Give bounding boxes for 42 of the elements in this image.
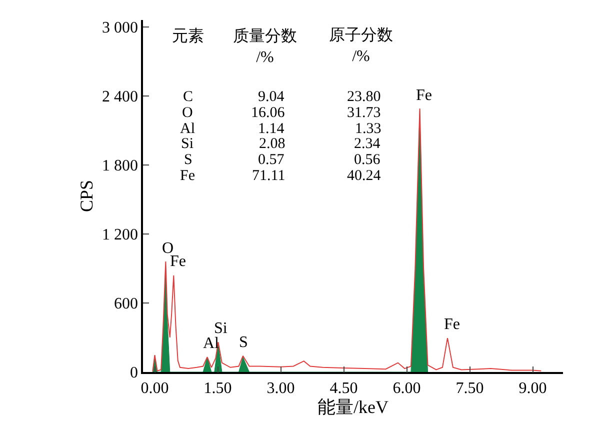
y-tick-label: 1 800 [102, 158, 138, 175]
annotation: 0.57 [258, 152, 285, 168]
x-tick-label: 9.00 [518, 380, 547, 397]
x-tick-label: 3.00 [266, 380, 295, 397]
annotation: 元素 [172, 27, 204, 45]
y-tick-label: 3 000 [102, 20, 138, 36]
annotation: C [183, 89, 194, 105]
x-tick-label: 6.00 [392, 380, 421, 397]
y-tick-label: 1 200 [102, 226, 138, 244]
annotation: 40.24 [347, 168, 382, 184]
annotation: Al [180, 121, 195, 137]
annotation: Fe [416, 87, 432, 104]
annotation: 31.73 [347, 105, 381, 121]
annotation: S [184, 152, 192, 168]
annotation: 16.06 [251, 105, 286, 121]
annotation: 质量分数 /% [233, 27, 297, 66]
annotation: 23.80 [347, 89, 381, 105]
line-series [152, 108, 542, 372]
annotation: 1.14 [258, 121, 285, 137]
y-axis-title: CPS [76, 180, 97, 212]
annotation: 9.04 [258, 89, 285, 105]
annotation: S [239, 334, 248, 351]
annotation: 1.33 [355, 121, 382, 137]
x-tick-label: 1.50 [204, 380, 232, 397]
x-tick-label: 4.50 [330, 380, 358, 397]
annotation: Fe [444, 316, 460, 333]
annotation: Si [214, 320, 228, 337]
annotation: Al [203, 335, 220, 352]
x-axis-title: 能量/keV [318, 396, 388, 417]
annotation: O [182, 105, 193, 121]
annotation: Si [181, 136, 194, 152]
x-tick-label: 7.50 [456, 380, 484, 397]
y-tick-label: 0 [130, 364, 138, 382]
annotation: 0.56 [354, 152, 381, 168]
y-tick-label: 2 400 [102, 88, 138, 106]
annotation: Fe [180, 168, 196, 184]
x-tick-label: 0.00 [140, 380, 169, 397]
annotation: 原子分数 /% [329, 27, 393, 65]
y-tick-label: 600 [114, 296, 138, 313]
annotation: 71.11 [252, 168, 286, 184]
annotation: 2.34 [354, 136, 381, 152]
annotation: 2.08 [259, 136, 286, 152]
